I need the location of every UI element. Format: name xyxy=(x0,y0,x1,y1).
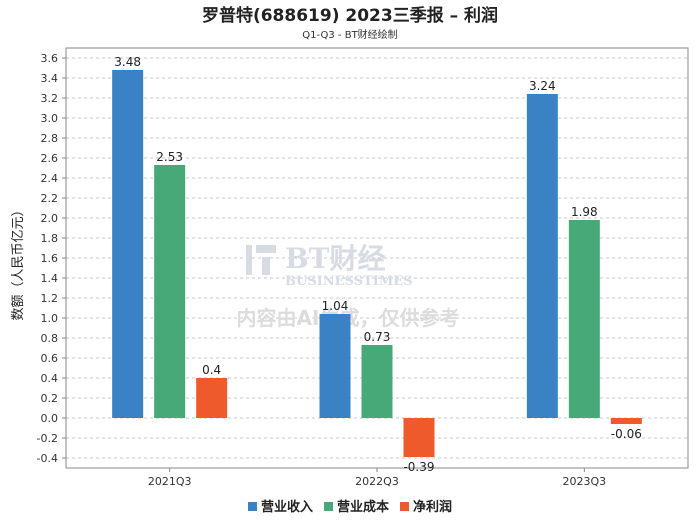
legend-item-label[interactable]: 营业成本 xyxy=(337,499,389,515)
legend-swatch[interactable] xyxy=(400,502,409,511)
y-tick-label: 3.6 xyxy=(41,52,59,65)
y-tick-label: -0.4 xyxy=(37,452,58,465)
y-tick-label: 1.2 xyxy=(41,292,59,305)
y-axis-ticks: -0.4 -0.2 0.0 0.2 0.4 0.6 0.8 1.0 1.2 1.4 1.6 1.8 2.… xyxy=(37,52,66,465)
x-tick-label: 2023Q3 xyxy=(563,475,607,488)
legend-item-label[interactable]: 营业收入 xyxy=(261,499,313,515)
watermark-logo-top xyxy=(256,245,276,253)
x-tick-label: 2021Q3 xyxy=(148,475,192,488)
y-tick-label: 1.6 xyxy=(41,252,59,265)
x-tick-label: 2022Q3 xyxy=(355,475,399,488)
data-label: 3.48 xyxy=(114,55,141,69)
y-tick-label: 2.8 xyxy=(41,132,59,145)
data-label: -0.06 xyxy=(611,427,642,441)
legend-item-label[interactable]: 净利润 xyxy=(413,499,452,515)
data-label: 1.04 xyxy=(322,299,349,313)
y-tick-label: 0.2 xyxy=(41,392,59,405)
data-label: 0.4 xyxy=(202,363,221,377)
x-axis-ticks: 2021Q3 2022Q3 2023Q3 xyxy=(148,468,606,488)
watermark-logo-bar xyxy=(246,245,252,275)
y-tick-label: 3.2 xyxy=(41,92,59,105)
bar xyxy=(526,94,558,418)
bar xyxy=(610,418,642,424)
y-tick-label: 2.4 xyxy=(41,172,59,185)
y-tick-label: 0.4 xyxy=(41,372,59,385)
bar xyxy=(319,314,351,418)
y-tick-label: 2.2 xyxy=(41,192,59,205)
y-tick-label: 1.8 xyxy=(41,232,59,245)
watermark-brand-en: BUSINESSTIMES xyxy=(285,274,413,289)
bars xyxy=(112,70,642,457)
bar xyxy=(361,345,393,418)
data-label: 3.24 xyxy=(529,79,556,93)
y-tick-label: 1.0 xyxy=(41,312,59,325)
chart-title: 罗普特(688619) 2023三季报 – 利润 xyxy=(202,5,498,26)
data-label: 0.73 xyxy=(364,330,391,344)
legend[interactable]: 营业收入 营业成本 净利润 xyxy=(248,499,452,515)
data-label: 2.53 xyxy=(156,150,183,164)
y-tick-label: 0.8 xyxy=(41,332,59,345)
data-label: 1.98 xyxy=(571,205,598,219)
watermark-brand: BT财经 xyxy=(285,242,386,275)
bar xyxy=(403,418,435,457)
bar xyxy=(196,378,228,418)
bar xyxy=(112,70,144,418)
y-tick-label: 3.4 xyxy=(41,72,59,85)
bar xyxy=(568,220,600,418)
chart-subtitle: Q1-Q3 - BT财经绘制 xyxy=(302,28,397,41)
y-tick-label: 1.4 xyxy=(41,272,59,285)
y-tick-label: 2.0 xyxy=(41,212,59,225)
y-tick-label: 0.0 xyxy=(41,412,59,425)
y-tick-label: 0.6 xyxy=(41,352,59,365)
watermark-logo-stem xyxy=(262,257,270,275)
y-axis-label: 数额（人民币亿元） xyxy=(11,203,26,320)
y-tick-label: -0.2 xyxy=(37,432,58,445)
legend-swatch[interactable] xyxy=(248,502,257,511)
data-labels: 3.48 2.53 0.4 1.04 0.73 -0.39 3.24 1.98 -0.06 xyxy=(114,55,642,474)
y-tick-label: 2.6 xyxy=(41,152,59,165)
data-label: -0.39 xyxy=(403,460,434,474)
bar xyxy=(154,165,186,418)
y-tick-label: 3.0 xyxy=(41,112,59,125)
legend-swatch[interactable] xyxy=(324,502,333,511)
